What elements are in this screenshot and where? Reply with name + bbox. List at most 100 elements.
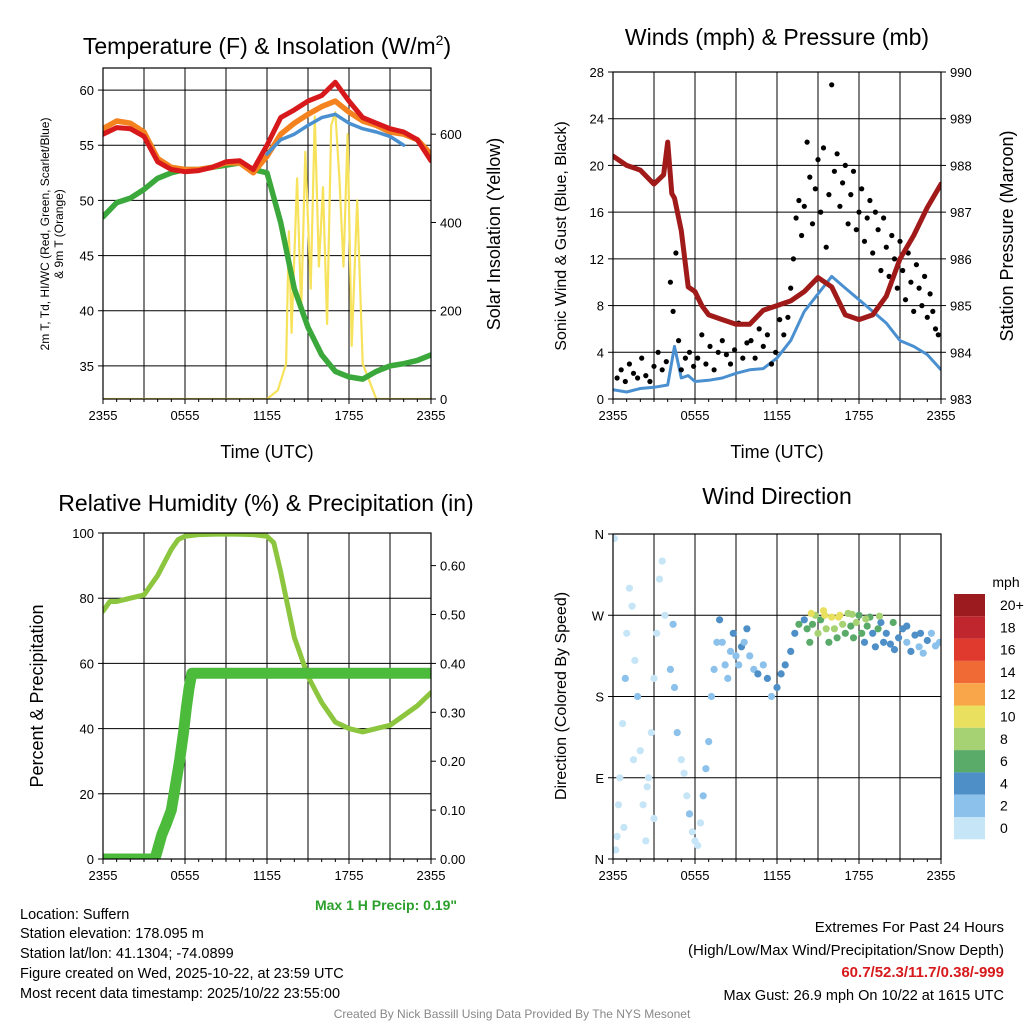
info-latlon: Station lat/lon: 41.1304; -74.0899 bbox=[20, 946, 234, 962]
x-tick-label: 0555 bbox=[171, 408, 200, 423]
x-tick-label: 1155 bbox=[253, 408, 281, 423]
gust-point bbox=[703, 361, 709, 367]
gust-point bbox=[872, 209, 879, 215]
gust-point bbox=[785, 314, 791, 320]
colorbar-label: 2 bbox=[1000, 798, 1008, 814]
direction-point bbox=[858, 629, 866, 637]
series-line-2m-td bbox=[103, 160, 431, 382]
direction-point bbox=[740, 638, 748, 646]
gust-point bbox=[744, 340, 750, 346]
gust-point bbox=[807, 174, 813, 180]
gust-point bbox=[768, 361, 775, 367]
direction-point bbox=[795, 620, 803, 628]
y2-tick-label: 400 bbox=[440, 215, 462, 230]
gust-point bbox=[837, 203, 843, 209]
direction-point bbox=[830, 625, 839, 633]
gust-point bbox=[916, 285, 922, 291]
y-tick-label: 40 bbox=[80, 304, 94, 319]
gust-point bbox=[845, 221, 851, 227]
y2-tick-label: 0.10 bbox=[440, 803, 465, 818]
y-tick-label: 24 bbox=[590, 112, 604, 127]
direction-point bbox=[855, 611, 863, 619]
gust-point bbox=[894, 285, 900, 291]
extremes-title: Extremes For Past 24 Hours bbox=[814, 919, 1004, 936]
gust-point bbox=[723, 352, 730, 358]
gust-point bbox=[715, 349, 721, 355]
gust-point bbox=[711, 367, 717, 373]
direction-point bbox=[821, 611, 829, 619]
y-axis-label: Direction (Colored By Speed) bbox=[553, 592, 570, 800]
direction-point bbox=[781, 661, 789, 669]
gust-point bbox=[870, 250, 876, 256]
gust-point bbox=[927, 291, 933, 297]
direction-point bbox=[650, 814, 658, 823]
direction-point bbox=[923, 636, 931, 645]
direction-point bbox=[644, 774, 653, 782]
colorbar-swatch bbox=[954, 638, 985, 661]
y-tick-label: 45 bbox=[80, 249, 94, 264]
direction-point bbox=[718, 638, 726, 646]
gust-point bbox=[667, 279, 674, 285]
colorbar-label: 18 bbox=[1000, 619, 1016, 635]
gust-point bbox=[643, 373, 649, 379]
direction-point bbox=[787, 647, 795, 656]
gust-point bbox=[764, 332, 771, 338]
gust-point bbox=[818, 209, 824, 215]
y2-tick-label: 990 bbox=[950, 65, 972, 80]
colorbar-swatch bbox=[954, 705, 985, 728]
direction-point bbox=[634, 692, 642, 701]
direction-point bbox=[825, 638, 833, 646]
gust-point bbox=[635, 375, 641, 381]
direction-point bbox=[631, 656, 639, 665]
y-tick-label: 16 bbox=[590, 205, 604, 220]
colorbar-swatch bbox=[954, 727, 985, 751]
y2-tick-label: 987 bbox=[950, 205, 972, 220]
y-tick-label: 50 bbox=[80, 193, 94, 208]
x-axis-label: Time (UTC) bbox=[220, 442, 313, 462]
direction-point bbox=[713, 638, 721, 646]
colorbar-label: 10 bbox=[1000, 709, 1016, 725]
direction-point bbox=[639, 801, 647, 809]
x-tick-label: 2355 bbox=[89, 408, 118, 423]
direction-point bbox=[890, 646, 899, 654]
direction-point bbox=[852, 618, 860, 627]
colorbar-swatch bbox=[954, 750, 985, 773]
direction-point bbox=[927, 629, 936, 637]
plot-border bbox=[102, 532, 432, 860]
credit-line: Created By Nick Bassill Using Data Provi… bbox=[333, 1007, 691, 1021]
direction-point bbox=[931, 0, 938, 4]
y2-tick-label: 985 bbox=[950, 299, 972, 314]
x-tick-label: 2355 bbox=[417, 408, 446, 423]
series-line-relative-humidity bbox=[103, 533, 431, 735]
direction-point bbox=[669, 620, 677, 628]
gust-point bbox=[935, 332, 941, 338]
x-tick-label: 1755 bbox=[335, 868, 364, 883]
direction-point bbox=[685, 810, 694, 818]
gust-point bbox=[804, 139, 810, 145]
direction-point bbox=[803, 625, 811, 633]
plot-border bbox=[102, 67, 432, 400]
direction-point bbox=[702, 765, 710, 773]
direction-point bbox=[814, 629, 822, 637]
extremes-subtitle: (High/Low/Max Wind/Precipitation/Snow De… bbox=[688, 942, 1004, 959]
direction-point bbox=[613, 534, 618, 543]
direction-point bbox=[724, 674, 732, 683]
gust-point bbox=[883, 244, 889, 250]
gust-point bbox=[777, 317, 783, 323]
direction-point bbox=[642, 837, 650, 845]
gust-point bbox=[748, 338, 754, 344]
gust-point bbox=[699, 332, 705, 338]
direction-point bbox=[877, 618, 885, 627]
direction-point bbox=[636, 747, 644, 755]
gust-point bbox=[823, 244, 829, 250]
chart-title: Wind Direction bbox=[702, 483, 852, 509]
direction-point bbox=[849, 634, 858, 642]
x-tick-label: 2355 bbox=[927, 408, 956, 423]
direction-point bbox=[655, 575, 664, 583]
direction-point bbox=[716, 616, 724, 624]
gust-point bbox=[932, 326, 939, 332]
gust-point bbox=[727, 361, 734, 367]
direction-point bbox=[915, 643, 923, 651]
direction-point bbox=[729, 629, 737, 637]
